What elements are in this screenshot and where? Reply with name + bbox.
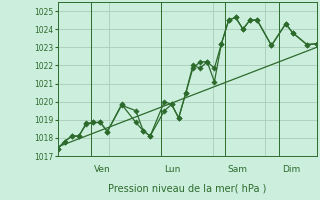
Text: Sam: Sam <box>228 165 247 174</box>
Text: Lun: Lun <box>164 165 180 174</box>
Text: Ven: Ven <box>94 165 111 174</box>
Text: Dim: Dim <box>282 165 300 174</box>
Text: Pression niveau de la mer( hPa ): Pression niveau de la mer( hPa ) <box>108 184 266 194</box>
